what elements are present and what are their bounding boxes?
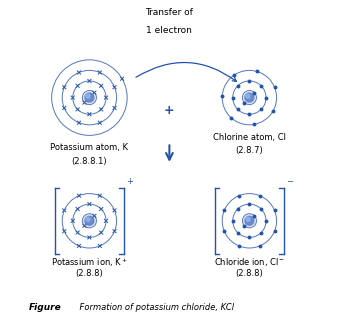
Text: Figure: Figure <box>29 303 61 312</box>
Circle shape <box>84 92 95 103</box>
Circle shape <box>246 217 250 221</box>
Text: Potassium atom, K: Potassium atom, K <box>50 143 129 152</box>
Text: Formation of potassium chloride, KCl: Formation of potassium chloride, KCl <box>69 303 234 312</box>
Text: (2.8.8): (2.8.8) <box>236 269 263 278</box>
Text: (2.8.8): (2.8.8) <box>76 269 103 278</box>
Circle shape <box>84 215 95 227</box>
Text: Chlorine atom, Cl: Chlorine atom, Cl <box>213 133 286 142</box>
Circle shape <box>244 92 255 103</box>
Text: Chloride ion, Cl$^-$: Chloride ion, Cl$^-$ <box>214 256 285 268</box>
Circle shape <box>246 94 250 98</box>
Circle shape <box>85 93 94 102</box>
FancyArrowPatch shape <box>136 62 237 82</box>
Circle shape <box>245 93 254 102</box>
Text: (2.8.7): (2.8.7) <box>236 146 263 155</box>
Text: 1 electron: 1 electron <box>146 26 192 35</box>
Circle shape <box>86 217 90 221</box>
Circle shape <box>86 94 93 101</box>
Circle shape <box>246 94 253 101</box>
Circle shape <box>84 93 94 102</box>
Circle shape <box>245 216 254 225</box>
Circle shape <box>244 215 255 227</box>
Circle shape <box>84 216 94 226</box>
Circle shape <box>86 217 93 225</box>
Text: Potassium ion, K$^+$: Potassium ion, K$^+$ <box>51 256 128 269</box>
Text: Transfer of: Transfer of <box>145 8 193 17</box>
Text: +: + <box>164 104 175 117</box>
Text: (2.8.8.1): (2.8.8.1) <box>72 157 107 166</box>
Circle shape <box>86 94 90 98</box>
Circle shape <box>85 216 94 225</box>
Text: +: + <box>126 177 133 186</box>
Circle shape <box>245 93 254 102</box>
Circle shape <box>246 217 253 225</box>
Circle shape <box>245 216 254 226</box>
Text: −: − <box>286 177 293 186</box>
